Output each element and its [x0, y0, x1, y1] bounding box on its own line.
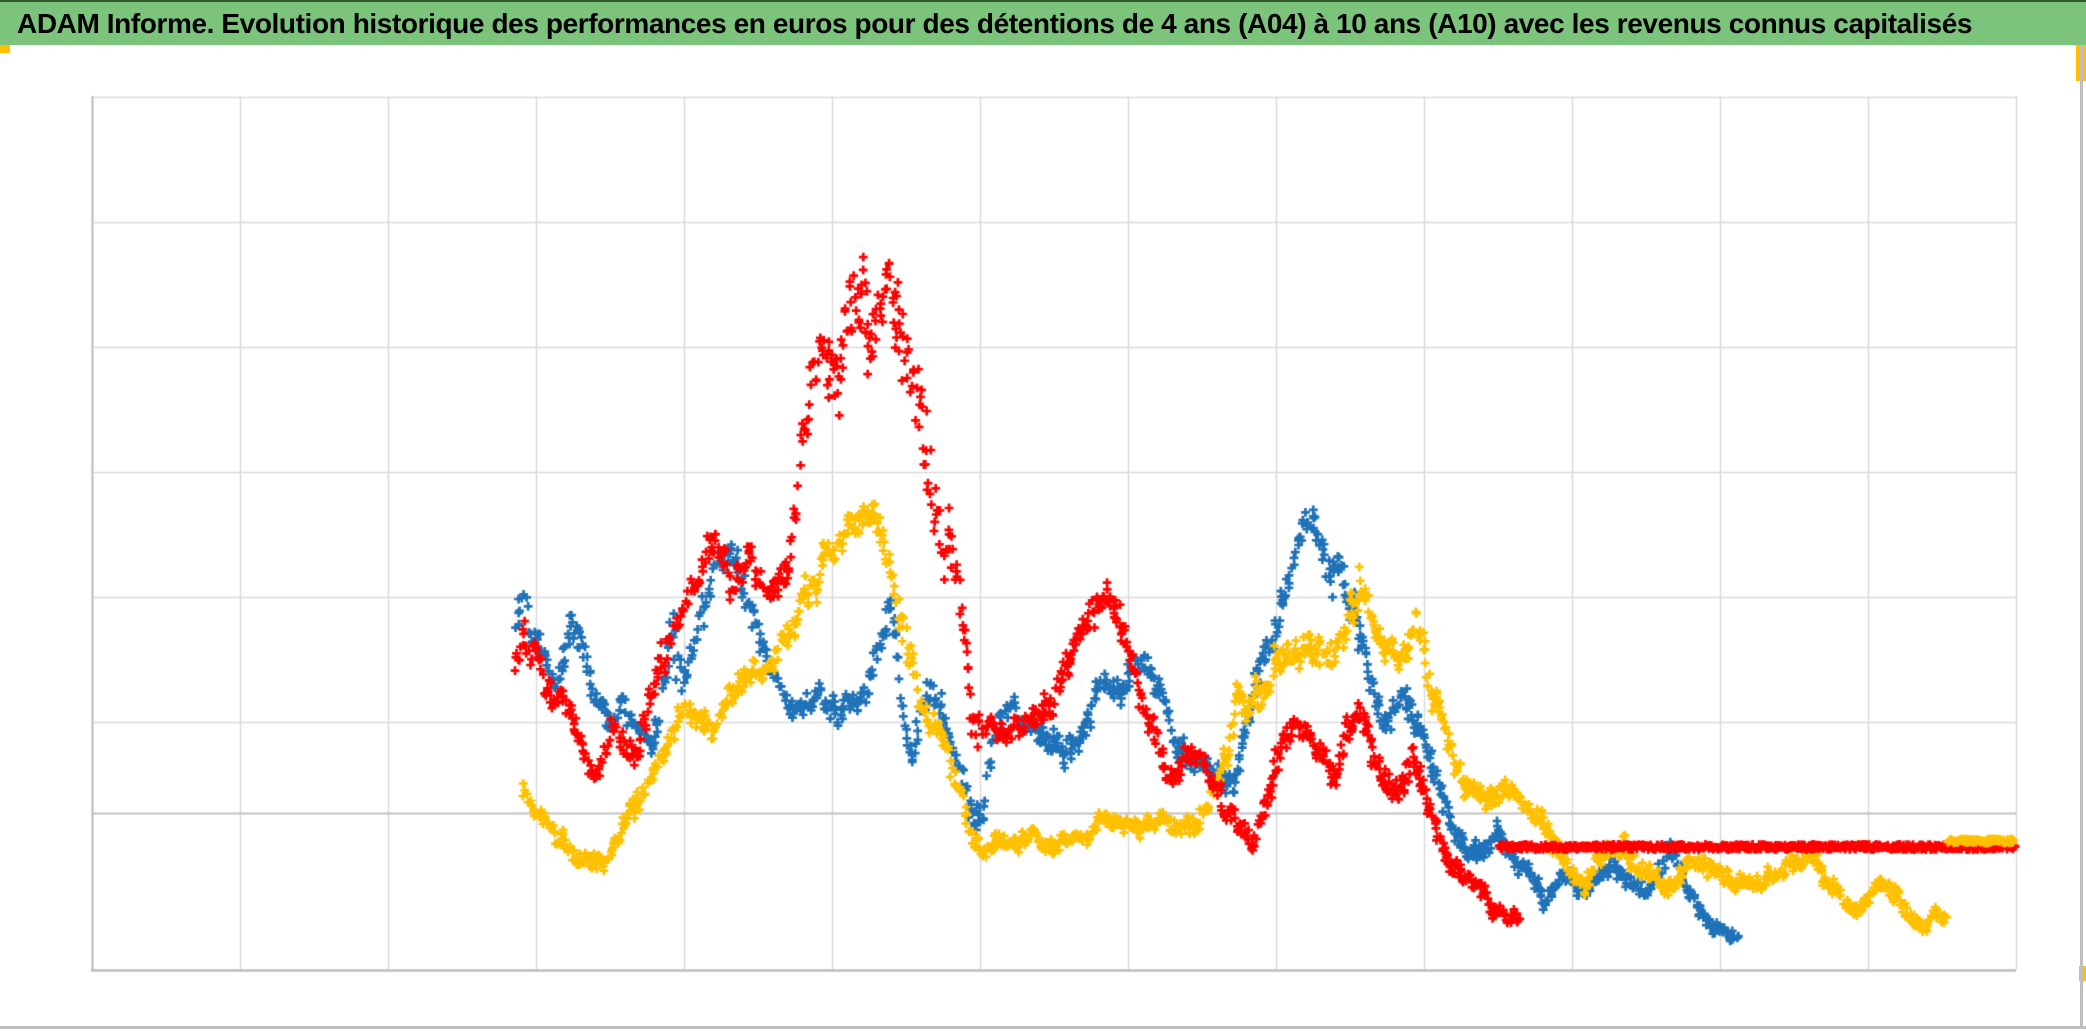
sheet-edge-right	[2080, 45, 2083, 1029]
sheet-edge-bottom	[0, 1026, 2086, 1029]
yellow-accent-top-left	[0, 45, 10, 53]
